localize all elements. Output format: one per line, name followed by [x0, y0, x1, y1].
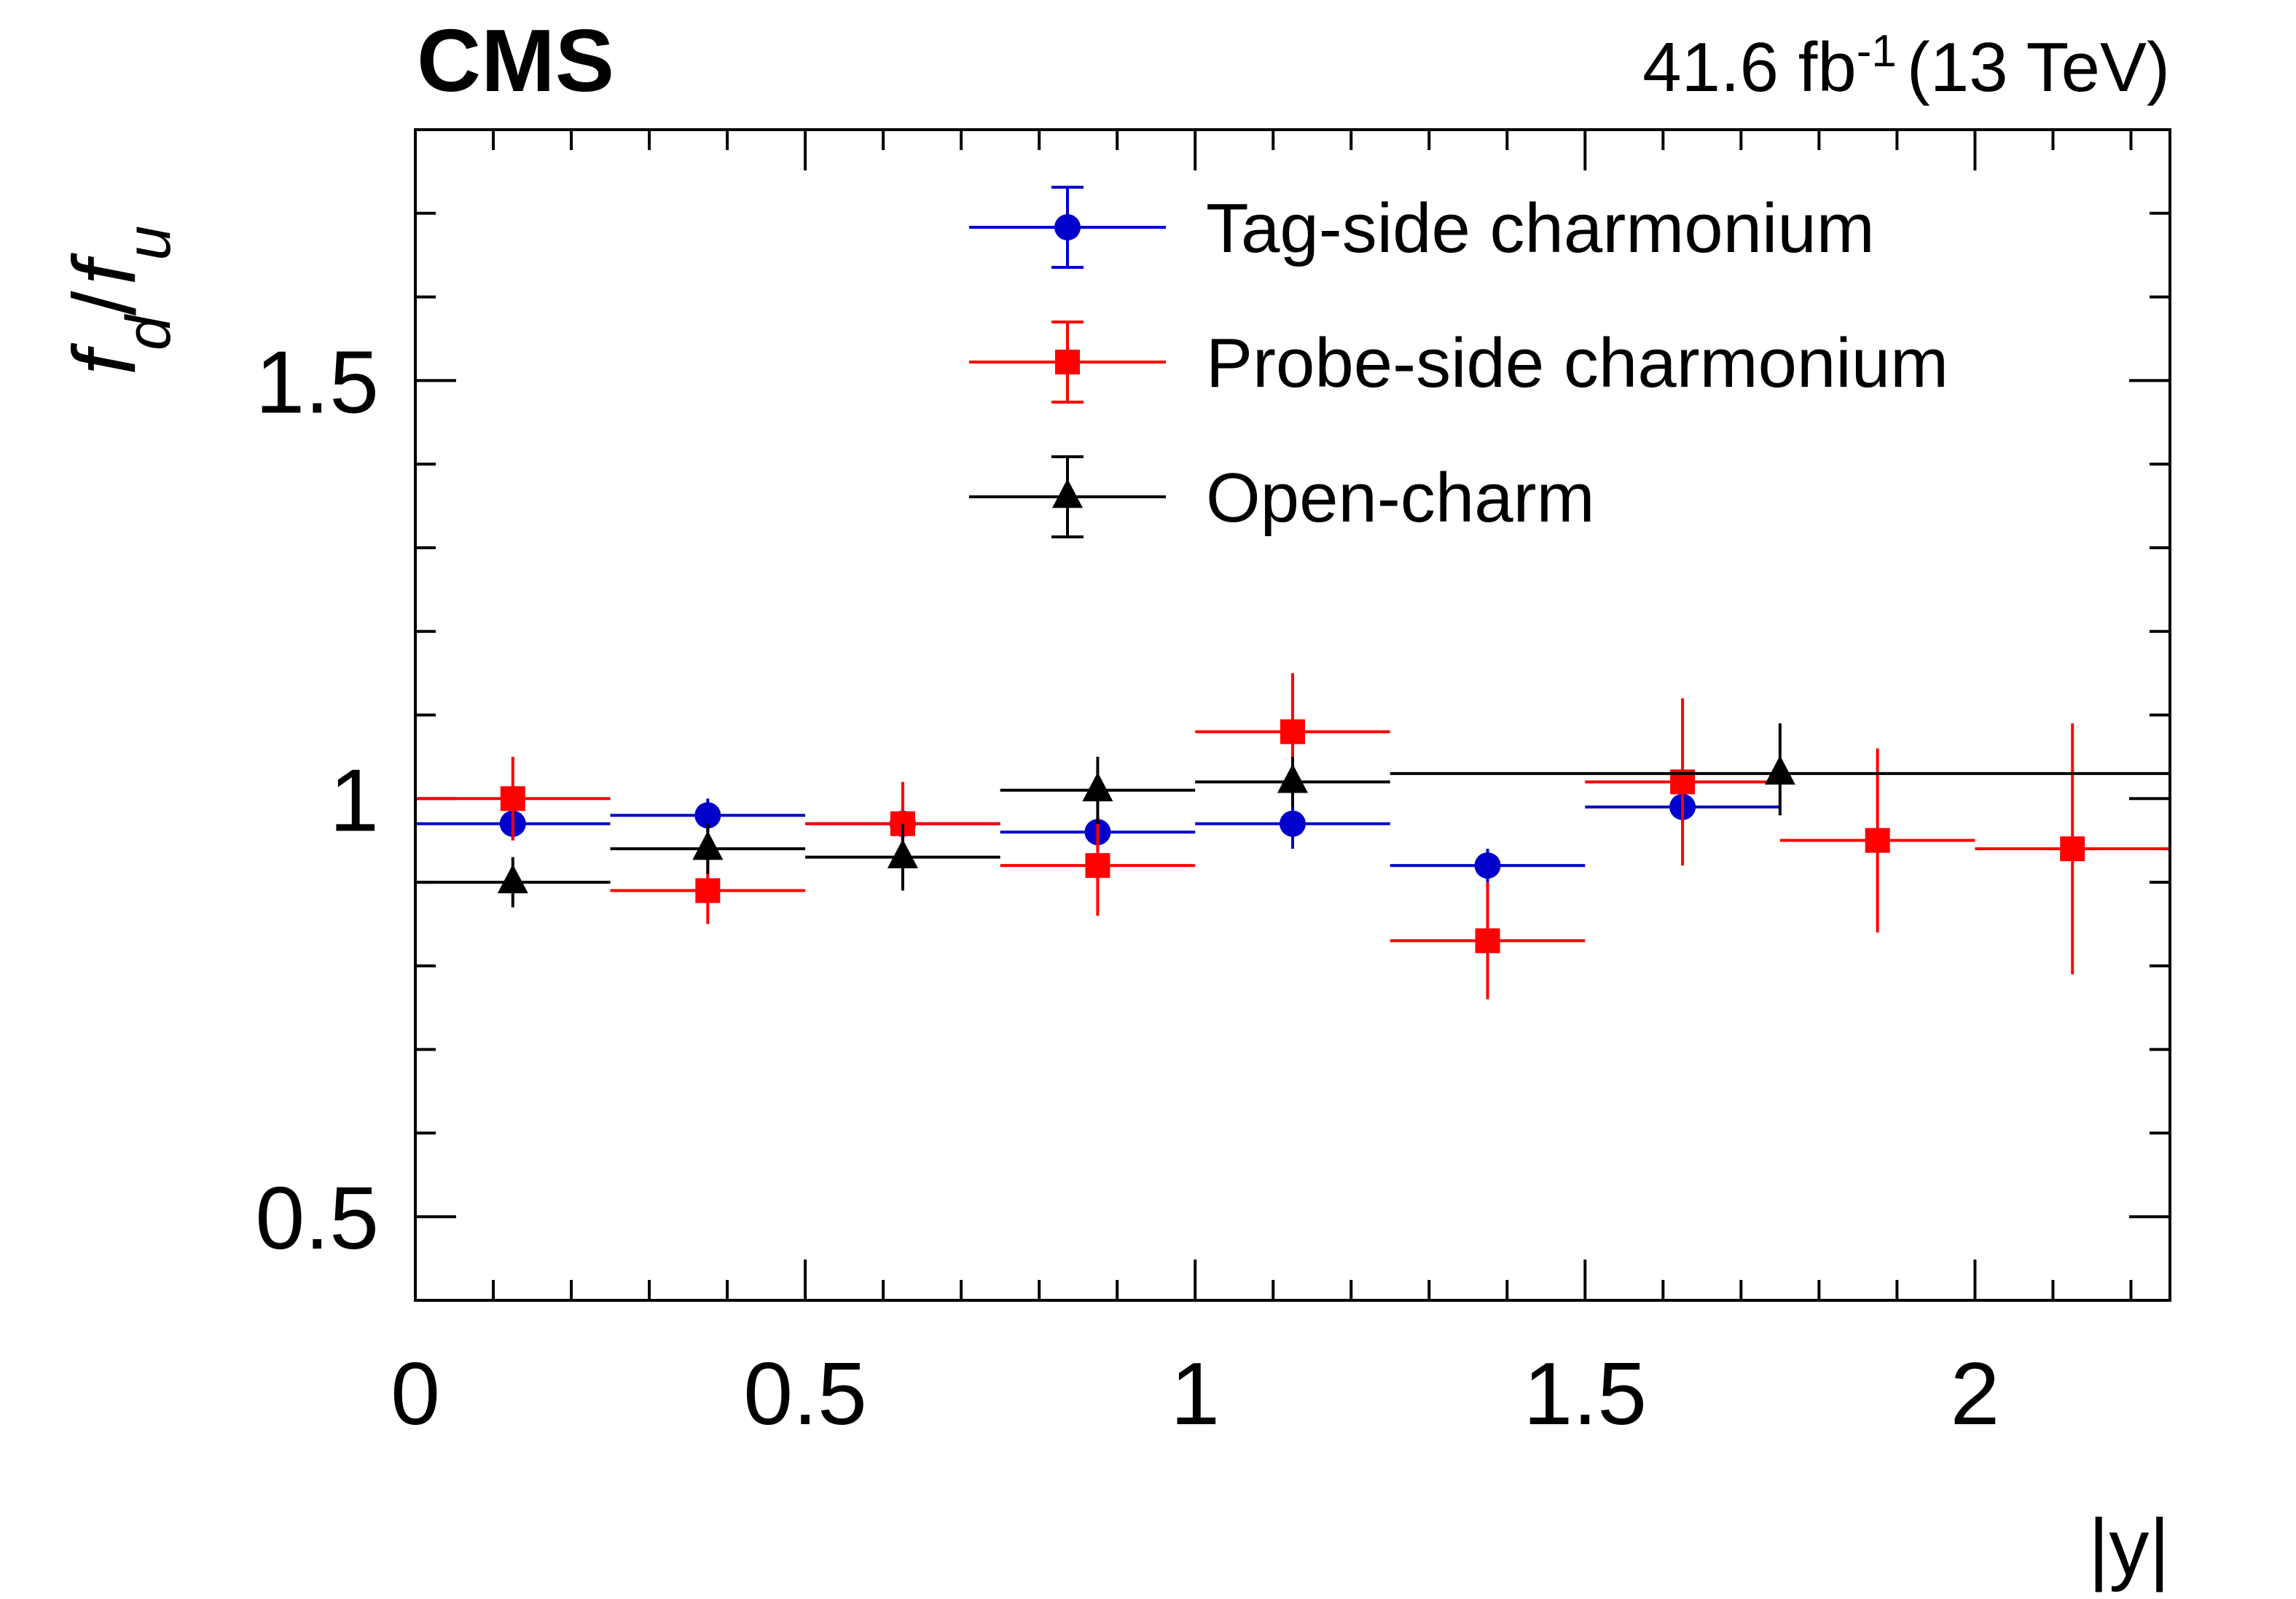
legend-marker — [1052, 479, 1083, 508]
data-point — [1085, 853, 1110, 879]
legend-marker — [1055, 350, 1080, 374]
legend-label: Open-charm — [1206, 459, 1595, 537]
data-point — [694, 802, 721, 829]
data-point — [695, 878, 721, 903]
y-tick-label: 1 — [329, 750, 379, 849]
data-point — [1280, 719, 1305, 745]
data-point — [500, 786, 525, 812]
legend-entry: Probe-side charmonium — [969, 321, 1948, 404]
legend-label: Tag-side charmonium — [1206, 189, 1875, 267]
x-tick-label: 0 — [391, 1344, 440, 1443]
x-tick-label: 0.5 — [743, 1344, 867, 1443]
legend-marker — [1054, 214, 1081, 240]
data-point — [1280, 810, 1306, 837]
x-tick-label: 1.5 — [1524, 1344, 1647, 1443]
y-axis-denominator-sub: u — [114, 226, 184, 261]
y-tick-label: 1.5 — [255, 332, 379, 431]
data-point — [1082, 772, 1113, 802]
y-axis-title: fd/fu — [55, 226, 184, 375]
x-axis-title: |y| — [2088, 1503, 2170, 1592]
luminosity-energy: (13 TeV) — [1907, 28, 2170, 106]
legend-label: Probe-side charmonium — [1206, 324, 1948, 402]
data-point — [1865, 828, 1890, 853]
data-series — [415, 673, 2170, 999]
data-point — [1475, 928, 1500, 954]
y-axis-numerator-sub: d — [114, 313, 184, 350]
data-point — [1277, 763, 1308, 793]
y-axis-slash: / — [55, 291, 154, 315]
data-point — [2060, 836, 2085, 862]
plot-frame — [414, 128, 2171, 1302]
experiment-label: CMS — [417, 11, 614, 110]
data-point — [692, 830, 724, 860]
data-point — [887, 838, 918, 868]
y-tick-label: 0.5 — [255, 1168, 379, 1268]
luminosity-value: 41.6 fb — [1642, 28, 1857, 106]
data-point — [1474, 852, 1501, 879]
legend-entry: Tag-side charmonium — [969, 186, 1875, 269]
legend-entry: Open-charm — [969, 455, 1595, 538]
axis-tick-labels: 0 0.5 1 1.5 20.511.5 — [255, 332, 1999, 1443]
luminosity-exponent: -1 — [1857, 26, 1897, 76]
y-axis-title-text: fd/fu — [55, 226, 184, 375]
legend: Tag-side charmonium Probe-side charmonium… — [969, 186, 1948, 538]
luminosity-label: 41.6 fb-1 (13 TeV) — [1642, 26, 2170, 107]
series-open-charm — [415, 723, 2170, 908]
data-point — [1764, 755, 1795, 785]
data-point — [497, 864, 528, 894]
x-tick-label: 1 — [1170, 1344, 1220, 1443]
x-tick-label: 2 — [1951, 1344, 2000, 1443]
